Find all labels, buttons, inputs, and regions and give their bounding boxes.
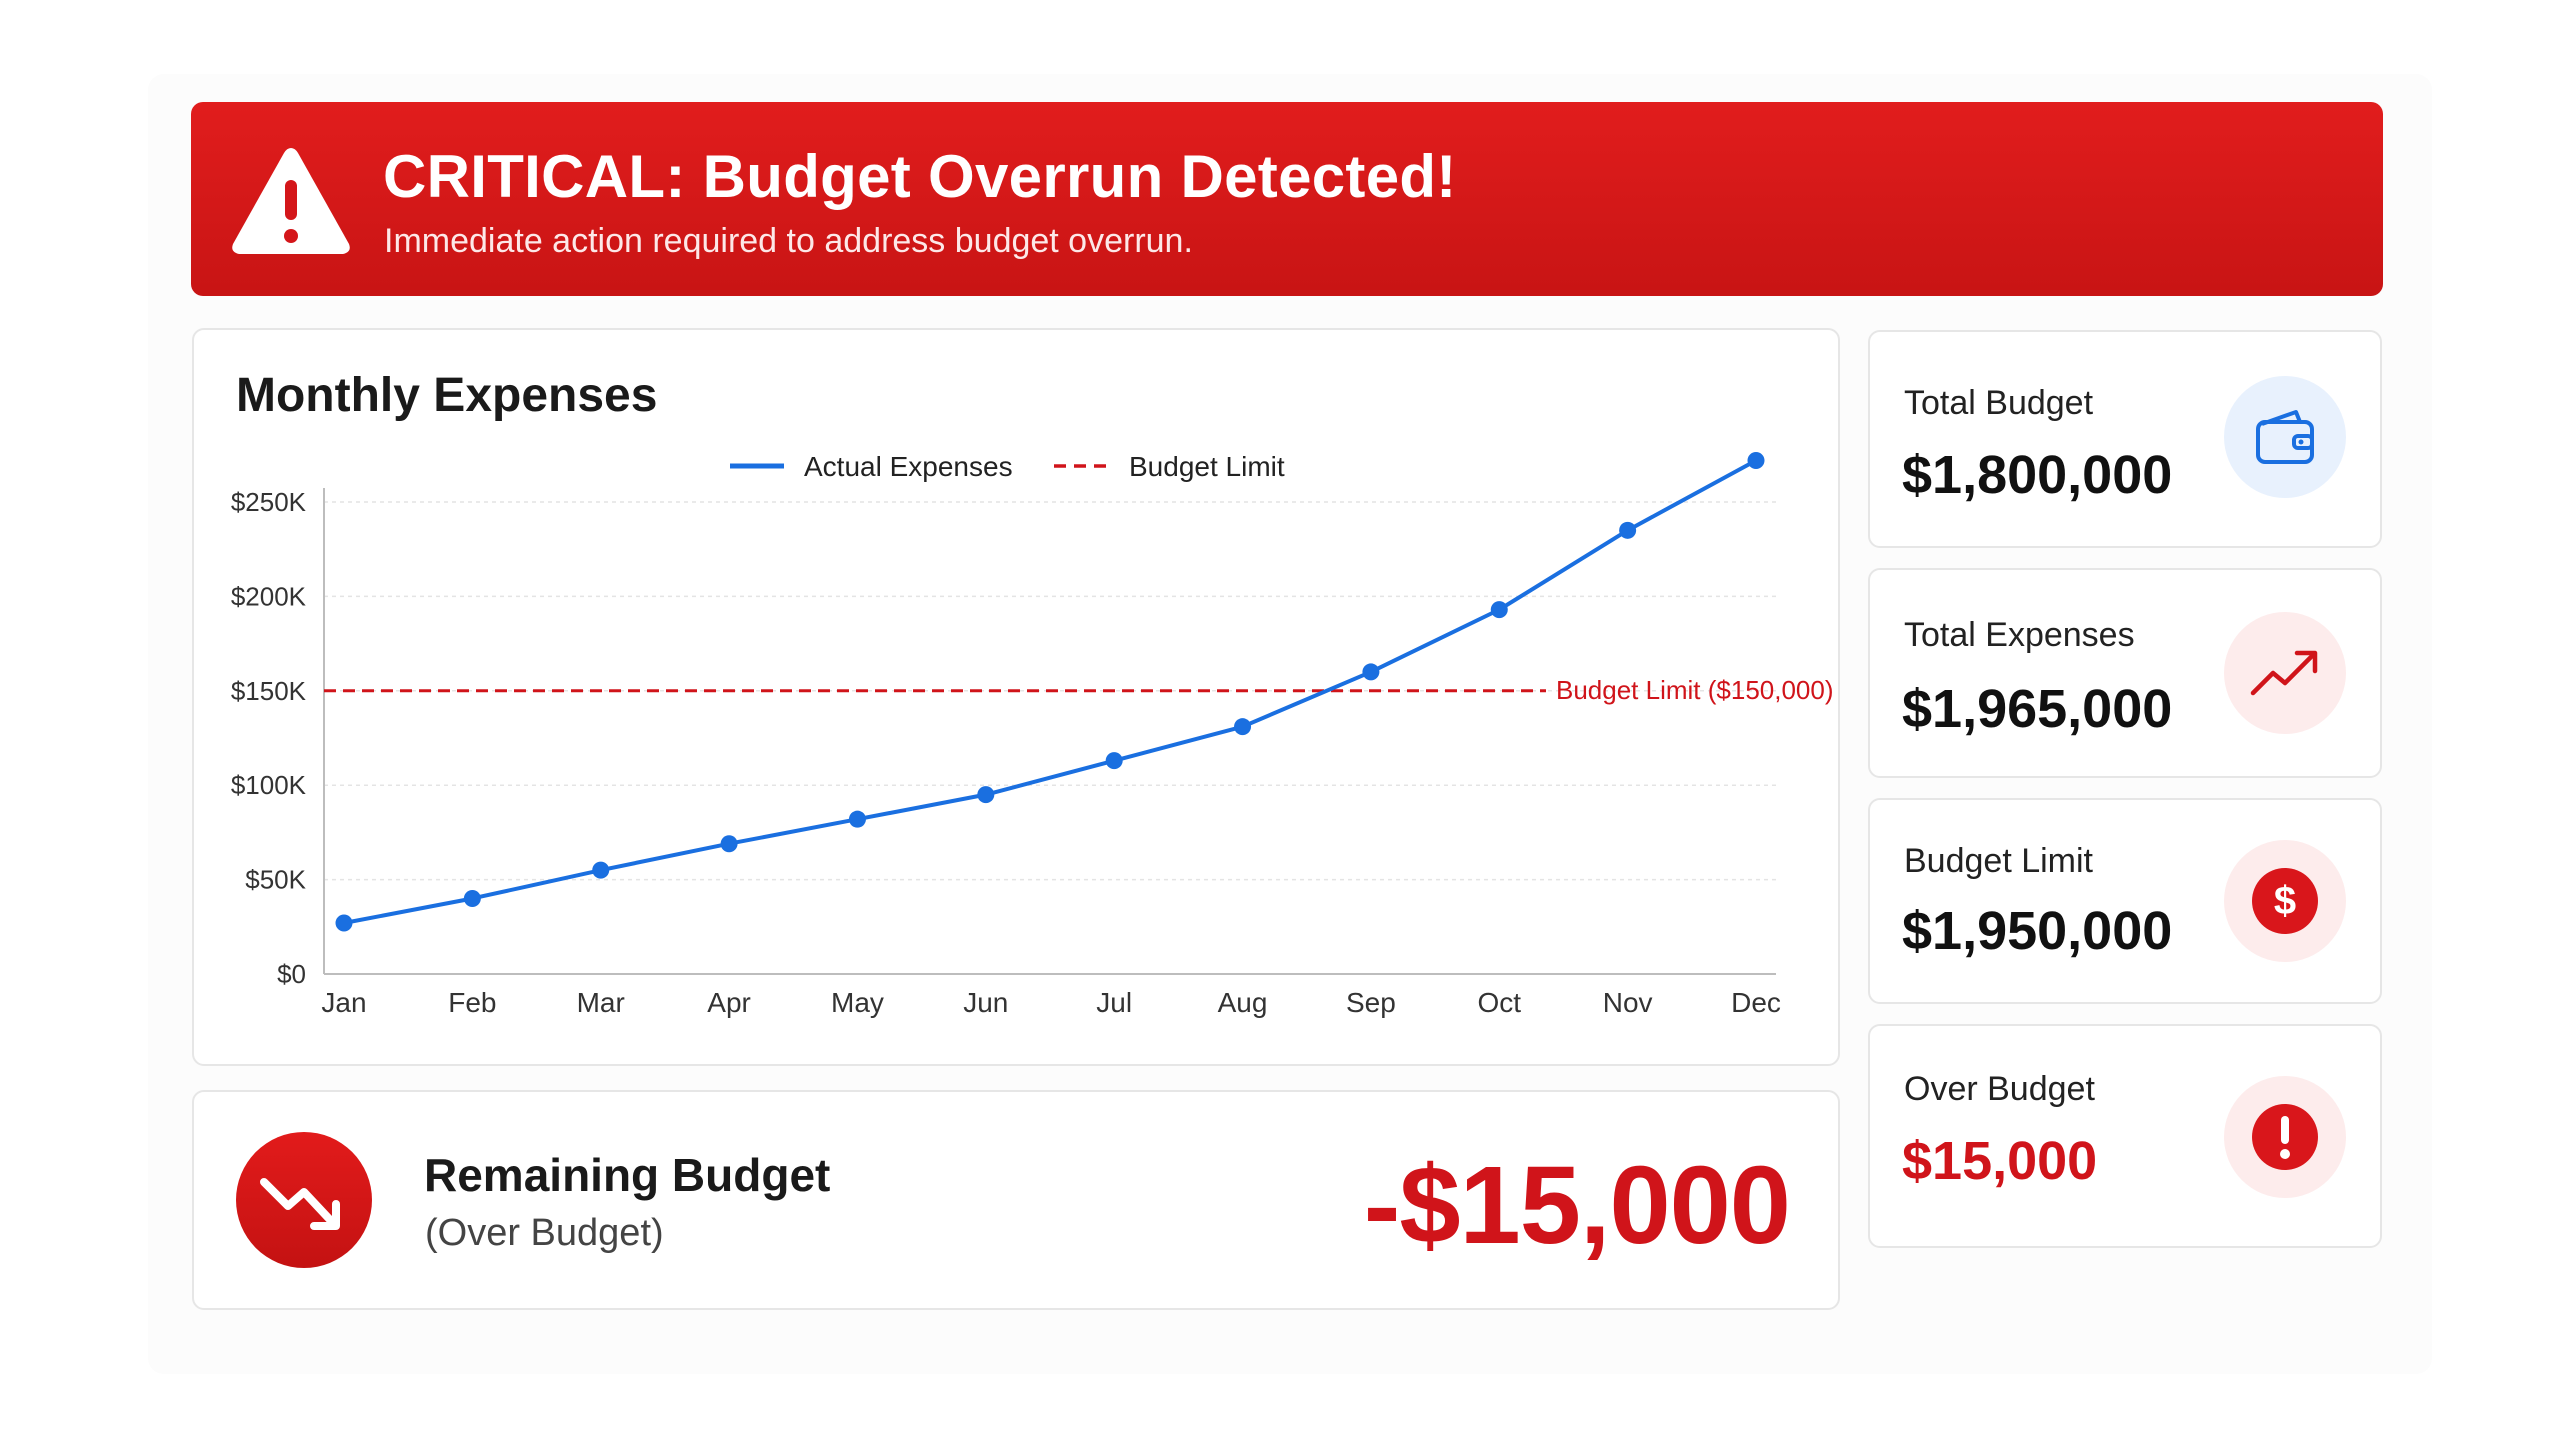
legend-label-limit: Budget Limit xyxy=(1129,451,1285,482)
monthly-expenses-card: Monthly Expenses $0 $50K $100K $150K $200K $2… xyxy=(192,328,1840,1066)
y-tick-label: $150K xyxy=(231,676,307,706)
stat-value: $1,950,000 xyxy=(1902,901,2173,961)
y-tick-label: $250K xyxy=(231,487,307,517)
stat-card-budget-limit: Budget Limit $1,950,000 $ xyxy=(1868,798,2382,1004)
x-tick-label: Jun xyxy=(963,987,1008,1018)
chart-title: Monthly Expenses xyxy=(236,369,658,422)
data-point xyxy=(977,786,995,804)
data-point xyxy=(1490,601,1508,619)
x-tick-label: Feb xyxy=(448,987,496,1018)
stat-value: $15,000 xyxy=(1902,1131,2098,1191)
stat-card-over-budget: Over Budget $15,000 xyxy=(1868,1024,2382,1248)
data-point xyxy=(1619,521,1637,539)
stat-label: Total Expenses xyxy=(1904,616,2135,654)
critical-alert-banner: CRITICAL: Budget Overrun Detected! Immed… xyxy=(191,102,2383,296)
stat-label: Total Budget xyxy=(1904,384,2094,422)
y-tick-label: $50K xyxy=(245,865,306,895)
data-point xyxy=(592,861,610,879)
stat-value: $1,800,000 xyxy=(1902,445,2173,505)
alert-title: CRITICAL: Budget Overrun Detected! xyxy=(383,143,1457,210)
stat-card-total-expenses: Total Expenses $1,965,000 xyxy=(1868,568,2382,778)
data-point xyxy=(848,810,866,828)
remaining-budget-value: -$15,000 xyxy=(1363,1144,1791,1267)
data-point xyxy=(1747,451,1765,469)
x-tick-label: Oct xyxy=(1477,987,1521,1018)
x-tick-label: Jan xyxy=(321,987,366,1018)
actual-expenses-line xyxy=(343,458,1757,925)
data-point xyxy=(720,835,738,853)
data-point xyxy=(1362,663,1380,681)
alert-subtitle: Immediate action required to address bud… xyxy=(384,222,1193,260)
y-tick-label: $200K xyxy=(231,581,307,611)
exclamation-icon xyxy=(2224,1076,2346,1198)
svg-text:$: $ xyxy=(2274,879,2296,923)
stat-label: Budget Limit xyxy=(1904,842,2093,880)
trend-up-icon xyxy=(2224,612,2346,734)
y-tick-label: $0 xyxy=(277,959,306,989)
data-point xyxy=(463,889,481,907)
x-tick-label: Aug xyxy=(1218,987,1268,1018)
wallet-icon xyxy=(2224,376,2346,498)
x-tick-label: Mar xyxy=(577,987,625,1018)
x-tick-label: Sep xyxy=(1346,987,1396,1018)
budget-limit-label: Budget Limit ($150,000) xyxy=(1556,675,1834,705)
remaining-budget-subtitle: (Over Budget) xyxy=(425,1212,664,1254)
x-tick-label: Apr xyxy=(707,987,751,1018)
x-tick-label: Dec xyxy=(1731,987,1781,1018)
dollar-icon: $ xyxy=(2224,840,2346,962)
data-point xyxy=(1234,718,1252,736)
data-point xyxy=(1105,752,1123,770)
trend-down-icon xyxy=(236,1132,372,1268)
y-tick-label: $100K xyxy=(231,770,307,800)
x-tick-label: Jul xyxy=(1096,987,1132,1018)
expenses-line-chart: $0 $50K $100K $150K $200K $250K Jan Feb Mar Apr Ma… xyxy=(231,451,1834,1018)
warning-icon xyxy=(232,148,350,254)
stat-card-total-budget: Total Budget $1,800,000 xyxy=(1868,330,2382,548)
x-tick-label: Nov xyxy=(1603,987,1653,1018)
x-tick-label: May xyxy=(831,987,884,1018)
remaining-budget-card: Remaining Budget (Over Budget) -$15,000 xyxy=(192,1090,1840,1310)
stat-label: Over Budget xyxy=(1904,1070,2095,1108)
data-point xyxy=(335,914,353,932)
legend-label-actual: Actual Expenses xyxy=(804,451,1013,482)
stat-value: $1,965,000 xyxy=(1902,679,2173,739)
remaining-budget-title: Remaining Budget xyxy=(424,1149,831,1201)
